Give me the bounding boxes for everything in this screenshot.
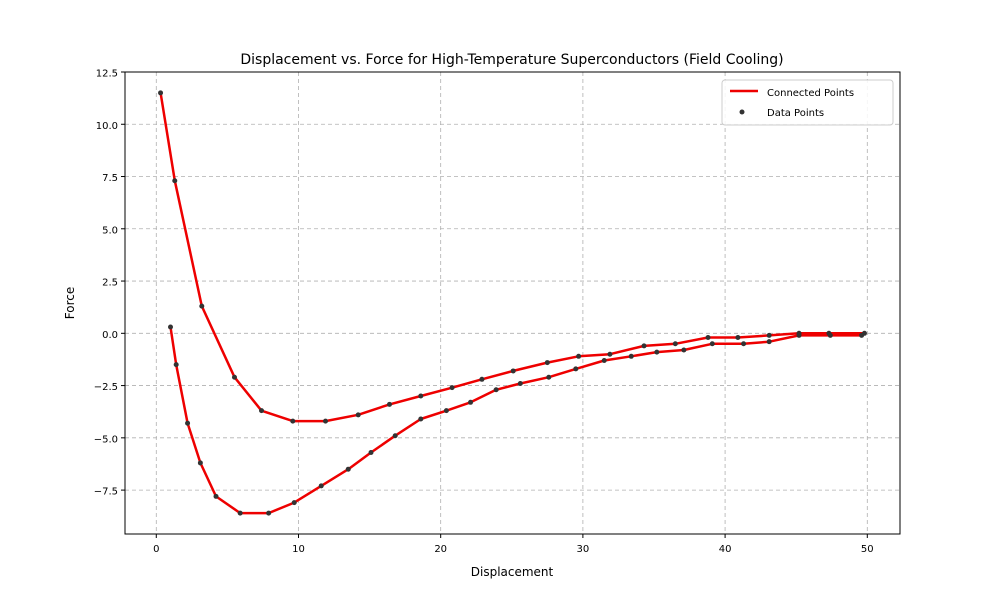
data-point <box>355 412 361 418</box>
data-point <box>168 324 174 330</box>
y-tick-label: −7.5 <box>94 487 118 498</box>
data-point <box>628 353 634 359</box>
data-point <box>766 332 772 338</box>
data-point <box>185 420 191 426</box>
data-point <box>173 362 179 368</box>
data-point <box>546 374 552 380</box>
data-point <box>290 418 296 424</box>
data-point <box>172 178 178 184</box>
data-point <box>672 341 678 347</box>
x-tick-label: 30 <box>577 544 590 555</box>
data-point <box>418 416 424 422</box>
data-point <box>641 343 647 349</box>
x-tick-label: 0 <box>153 544 159 555</box>
data-point <box>443 408 449 414</box>
x-tick-label: 10 <box>292 544 305 555</box>
data-point <box>479 376 485 382</box>
x-axis-title: Displacement <box>471 565 554 579</box>
legend-point-swatch <box>739 109 745 115</box>
data-point <box>318 483 324 489</box>
y-tick-label: 5.0 <box>102 225 118 236</box>
data-point <box>544 360 550 366</box>
data-point <box>654 349 660 355</box>
data-point <box>291 500 297 506</box>
legend-box <box>721 79 894 126</box>
y-tick-label: 7.5 <box>102 173 118 184</box>
data-point <box>418 393 424 399</box>
data-point <box>468 399 474 405</box>
data-point <box>681 347 687 353</box>
data-point <box>266 510 272 516</box>
data-point <box>510 368 516 374</box>
legend-label-connected-points: Connected Points <box>767 88 854 99</box>
data-point <box>705 334 711 340</box>
data-point <box>392 433 398 439</box>
data-point <box>766 339 772 345</box>
data-point <box>158 90 164 96</box>
data-point <box>449 385 455 391</box>
data-point <box>517 380 523 386</box>
data-point <box>345 466 351 472</box>
x-axis: 0 10 20 30 40 50 <box>153 534 874 555</box>
plot-frame <box>124 71 901 535</box>
data-point <box>237 510 243 516</box>
data-point <box>386 401 392 407</box>
data-point <box>213 493 219 499</box>
data-point <box>323 418 329 424</box>
y-axis-title: Force <box>63 287 77 319</box>
x-tick-label: 40 <box>719 544 732 555</box>
data-point <box>199 303 205 309</box>
data-point <box>796 332 802 338</box>
x-tick-label: 50 <box>861 544 874 555</box>
data-point <box>735 334 741 340</box>
y-tick-label: 2.5 <box>102 278 118 289</box>
data-point <box>576 353 582 359</box>
data-point <box>231 374 237 380</box>
data-point <box>741 341 747 347</box>
x-tick-label: 20 <box>434 544 447 555</box>
data-point <box>827 332 833 338</box>
chart-title: Displacement vs. Force for High-Temperat… <box>240 52 783 68</box>
data-point <box>607 351 613 357</box>
series-points <box>158 90 867 516</box>
y-tick-label: −5.0 <box>94 434 118 445</box>
y-tick-label: 12.5 <box>96 69 118 80</box>
legend: Connected Points Data Points <box>721 79 894 126</box>
data-point <box>493 387 499 393</box>
y-tick-label: −2.5 <box>94 382 118 393</box>
y-axis: −7.5 −5.0 −2.5 0.0 2.5 5.0 7.5 10.0 12.5 <box>94 69 125 498</box>
data-point <box>601 357 607 363</box>
data-point <box>368 449 374 455</box>
data-point <box>709 341 715 347</box>
y-tick-label: 10.0 <box>96 121 118 132</box>
legend-label-data-points: Data Points <box>767 108 824 119</box>
data-point <box>259 408 265 414</box>
data-point <box>197 460 203 466</box>
data-point <box>573 366 579 372</box>
y-tick-label: 0.0 <box>102 330 118 341</box>
data-point <box>859 332 865 338</box>
